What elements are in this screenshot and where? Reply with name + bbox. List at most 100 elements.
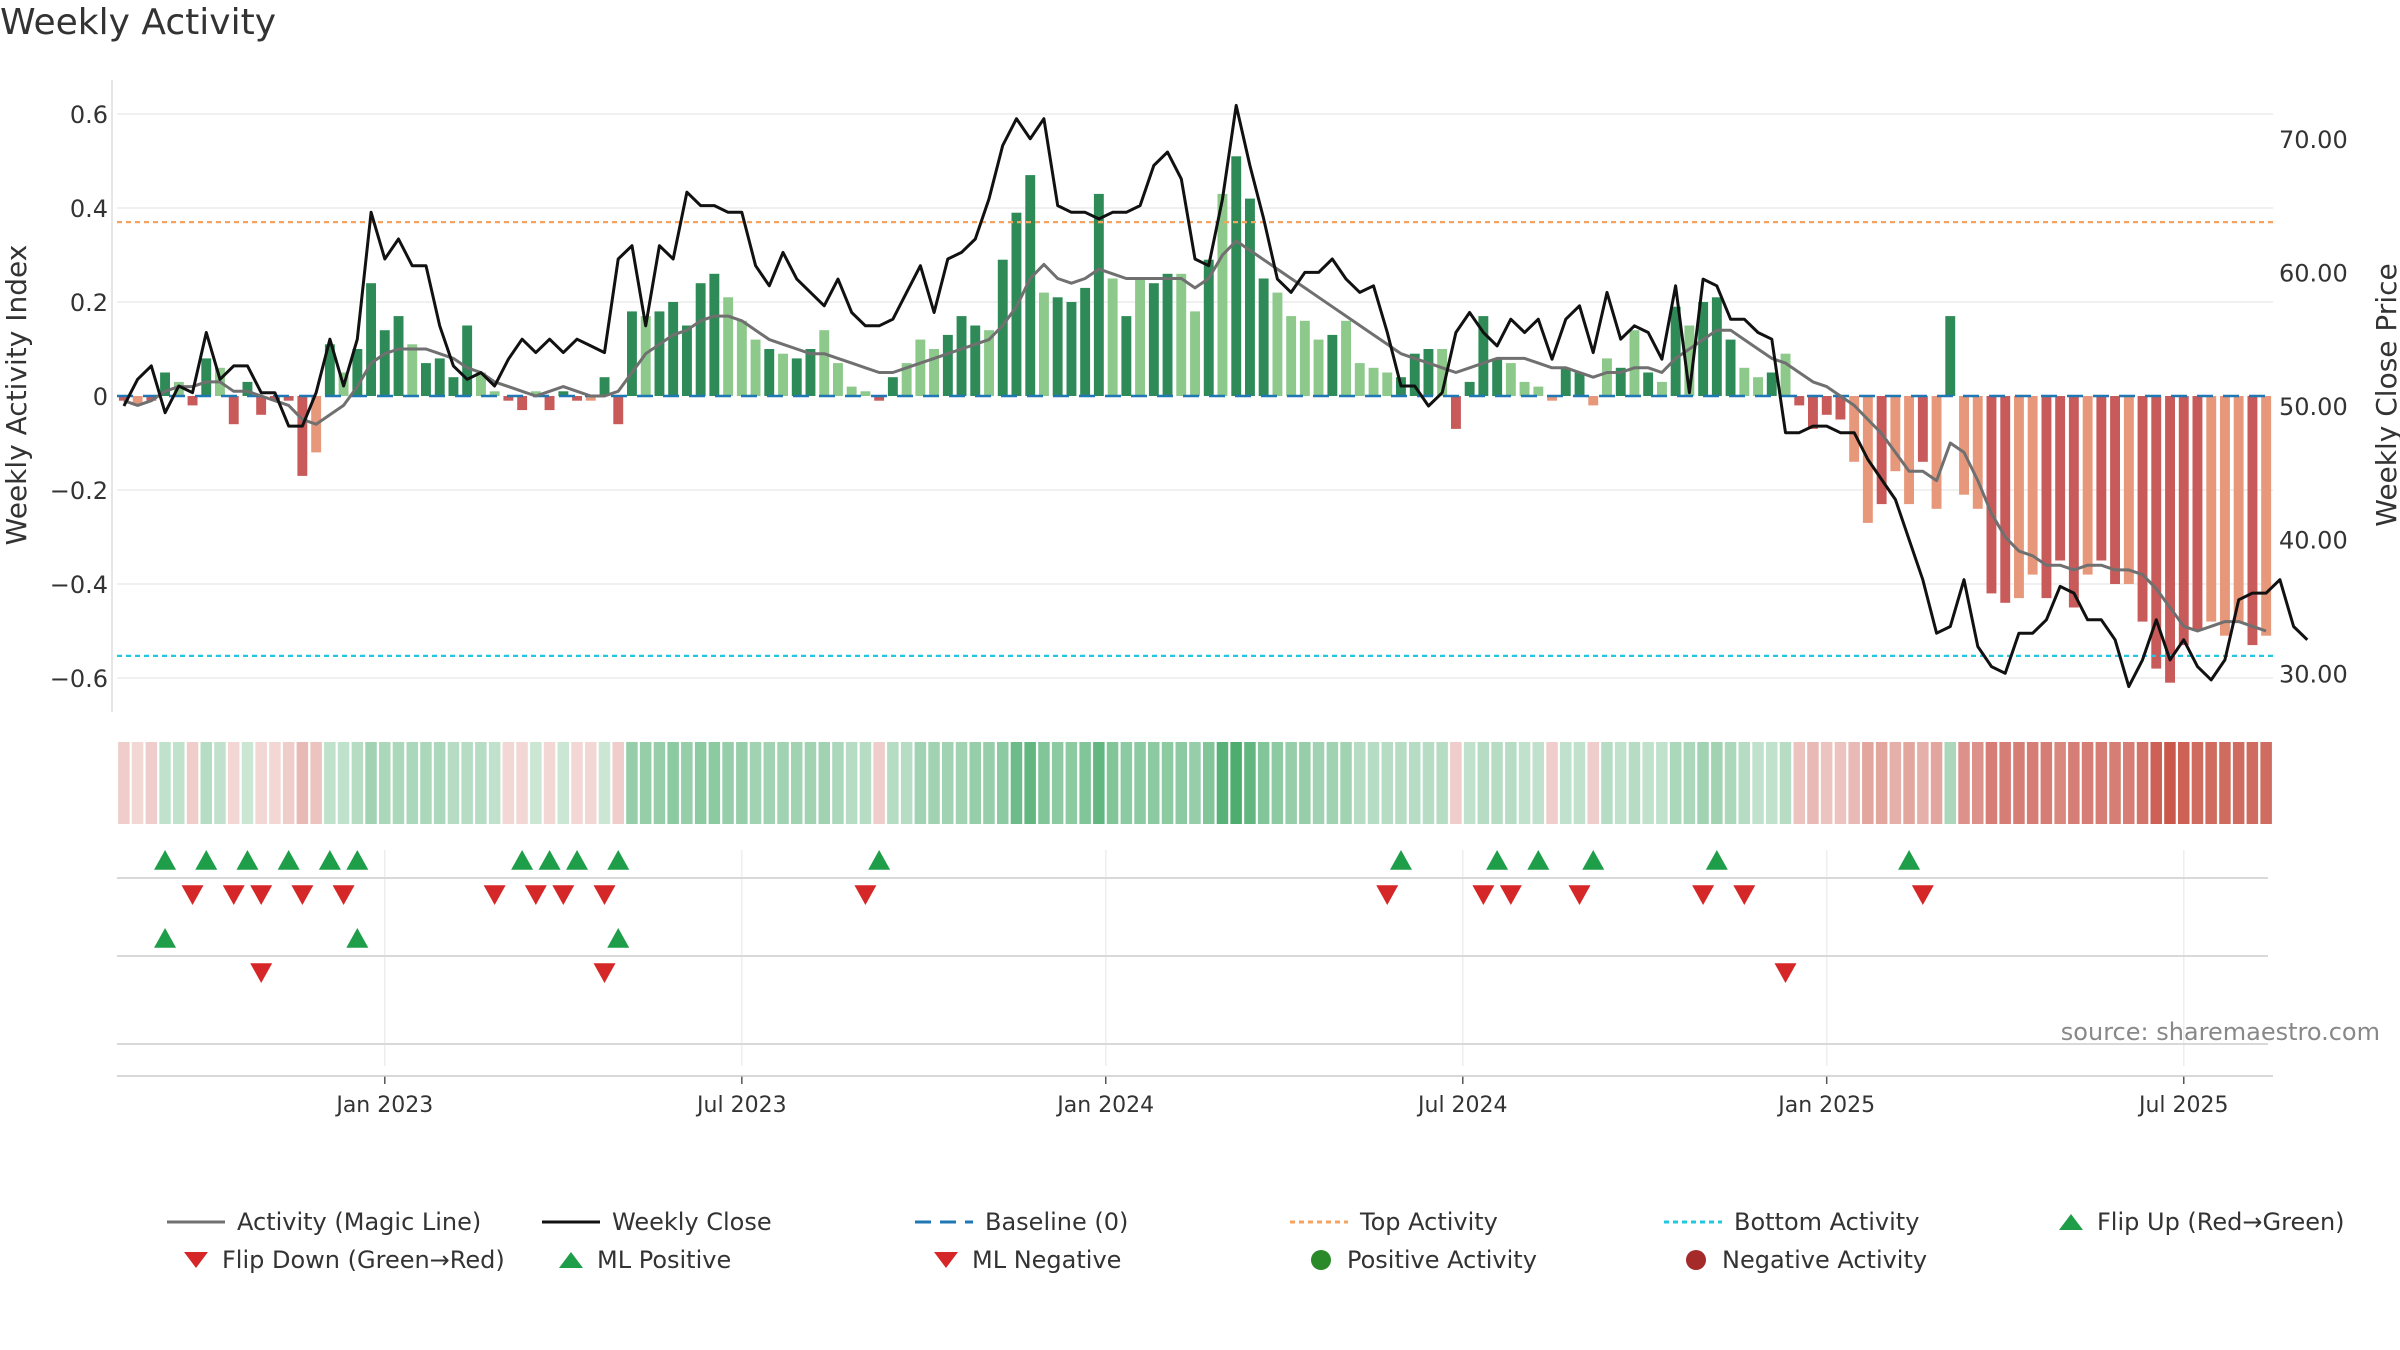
ribbon-cell bbox=[447, 742, 460, 824]
ribbon-cell bbox=[1477, 742, 1490, 824]
activity-bar bbox=[1382, 372, 1393, 396]
ribbon-cell bbox=[942, 742, 954, 824]
activity-bar bbox=[2027, 396, 2038, 575]
activity-bar bbox=[805, 349, 816, 396]
ribbon-cell bbox=[1518, 742, 1531, 824]
activity-bar bbox=[915, 339, 926, 396]
activity-bar bbox=[2261, 396, 2272, 636]
ribbon-cell bbox=[2040, 742, 2053, 824]
x-tick-label: Jan 2025 bbox=[1776, 1093, 1875, 1118]
activity-bars bbox=[118, 156, 2272, 683]
activity-bar bbox=[654, 311, 665, 396]
activity-bar bbox=[599, 377, 610, 396]
ribbon-cell bbox=[612, 742, 624, 824]
ribbon-cell bbox=[1958, 742, 1970, 824]
activity-bar bbox=[558, 391, 569, 396]
ribbon-cell bbox=[1834, 742, 1847, 824]
flip-up-marker bbox=[346, 850, 369, 870]
ribbon-cell bbox=[2068, 742, 2080, 824]
ribbon-cell bbox=[1820, 742, 1833, 824]
activity-bar bbox=[1931, 396, 1942, 509]
activity-bar bbox=[2014, 396, 2024, 599]
activity-bar bbox=[1093, 193, 1104, 396]
activity-bar bbox=[2096, 396, 2107, 561]
ribbon-cell bbox=[1532, 742, 1544, 824]
ribbon-cell bbox=[1614, 742, 1627, 824]
activity-bar bbox=[860, 391, 871, 396]
flip-up-marker bbox=[1582, 850, 1605, 870]
ribbon-cell bbox=[1903, 742, 1915, 824]
activity-bar bbox=[1959, 396, 1969, 495]
ribbon-cell bbox=[1312, 742, 1325, 824]
ribbon-cell bbox=[887, 742, 899, 824]
activity-bar bbox=[1231, 156, 1242, 396]
ribbon-cell bbox=[955, 742, 968, 824]
activity-bar bbox=[1904, 396, 1914, 505]
ribbon-cell bbox=[2246, 742, 2259, 824]
ribbon-cell bbox=[1381, 742, 1393, 824]
ribbon-cell bbox=[2232, 742, 2245, 824]
y-tick-label: −0.2 bbox=[50, 477, 108, 505]
activity-bar bbox=[379, 330, 390, 396]
activity-bar bbox=[1327, 334, 1338, 396]
series-lines bbox=[122, 103, 2309, 689]
ribbon-cell bbox=[1930, 742, 1943, 824]
ribbon-cell bbox=[1491, 742, 1503, 824]
ribbon-cell bbox=[1642, 742, 1654, 824]
ribbon-cell bbox=[928, 742, 940, 824]
flip-up-marker bbox=[511, 850, 534, 870]
ml-positive-marker bbox=[154, 928, 177, 948]
y2-tick-label: 60.00 bbox=[2279, 259, 2348, 287]
activity-bar bbox=[270, 396, 280, 401]
activity-bar bbox=[1917, 396, 1928, 462]
ribbon-cell bbox=[145, 742, 158, 824]
flip-up-marker bbox=[607, 850, 630, 870]
ribbon-cell bbox=[269, 742, 281, 824]
ribbon-cell bbox=[818, 742, 830, 824]
flip-down-marker bbox=[181, 885, 204, 905]
y-tick-label: −0.6 bbox=[50, 665, 108, 693]
activity-bar bbox=[228, 396, 239, 425]
activity-bar bbox=[2123, 396, 2134, 584]
activity-bar bbox=[421, 363, 431, 396]
ribbon-cell bbox=[1999, 742, 2011, 824]
activity-bar bbox=[476, 372, 486, 396]
ribbon-cell bbox=[1079, 742, 1091, 824]
activity-bar bbox=[1808, 396, 1818, 429]
flip-down-marker bbox=[222, 885, 245, 905]
activity-bar bbox=[1258, 278, 1269, 396]
flip-down-marker bbox=[1376, 885, 1399, 905]
activity-bar bbox=[1313, 339, 1324, 396]
ribbon-cell bbox=[543, 742, 556, 824]
activity-bar bbox=[887, 377, 898, 396]
activity-bar bbox=[1217, 193, 1228, 396]
activity-bar bbox=[1821, 396, 1832, 415]
activity-bar bbox=[1148, 283, 1159, 396]
ribbon-cell bbox=[296, 742, 309, 824]
flip-up-marker bbox=[236, 850, 259, 870]
ribbon-cell bbox=[1354, 742, 1366, 824]
activity-bar bbox=[1780, 353, 1791, 396]
ribbon-cell bbox=[1409, 742, 1421, 824]
activity-bar bbox=[997, 259, 1008, 396]
activity-bar bbox=[1698, 302, 1709, 396]
magic-line bbox=[123, 239, 2267, 633]
activity-bar bbox=[1478, 316, 1489, 396]
activity-bar bbox=[324, 344, 335, 396]
ribbon-cell bbox=[626, 742, 638, 824]
ribbon-cell bbox=[791, 742, 803, 824]
activity-bar bbox=[132, 396, 143, 406]
activity-bar bbox=[613, 396, 624, 425]
ribbon-cell bbox=[1752, 742, 1764, 824]
flip-up-marker bbox=[277, 850, 300, 870]
activity-bar bbox=[256, 396, 267, 415]
activity-bar bbox=[1725, 339, 1736, 396]
ribbon-cell bbox=[1944, 742, 1956, 824]
activity-bar bbox=[627, 311, 637, 396]
ribbon-cell bbox=[571, 742, 583, 824]
activity-bar bbox=[572, 396, 582, 401]
activity-bar bbox=[984, 330, 994, 396]
activity-bar bbox=[407, 344, 418, 396]
ribbon-cell bbox=[1560, 742, 1572, 824]
activity-bar bbox=[2178, 396, 2189, 646]
